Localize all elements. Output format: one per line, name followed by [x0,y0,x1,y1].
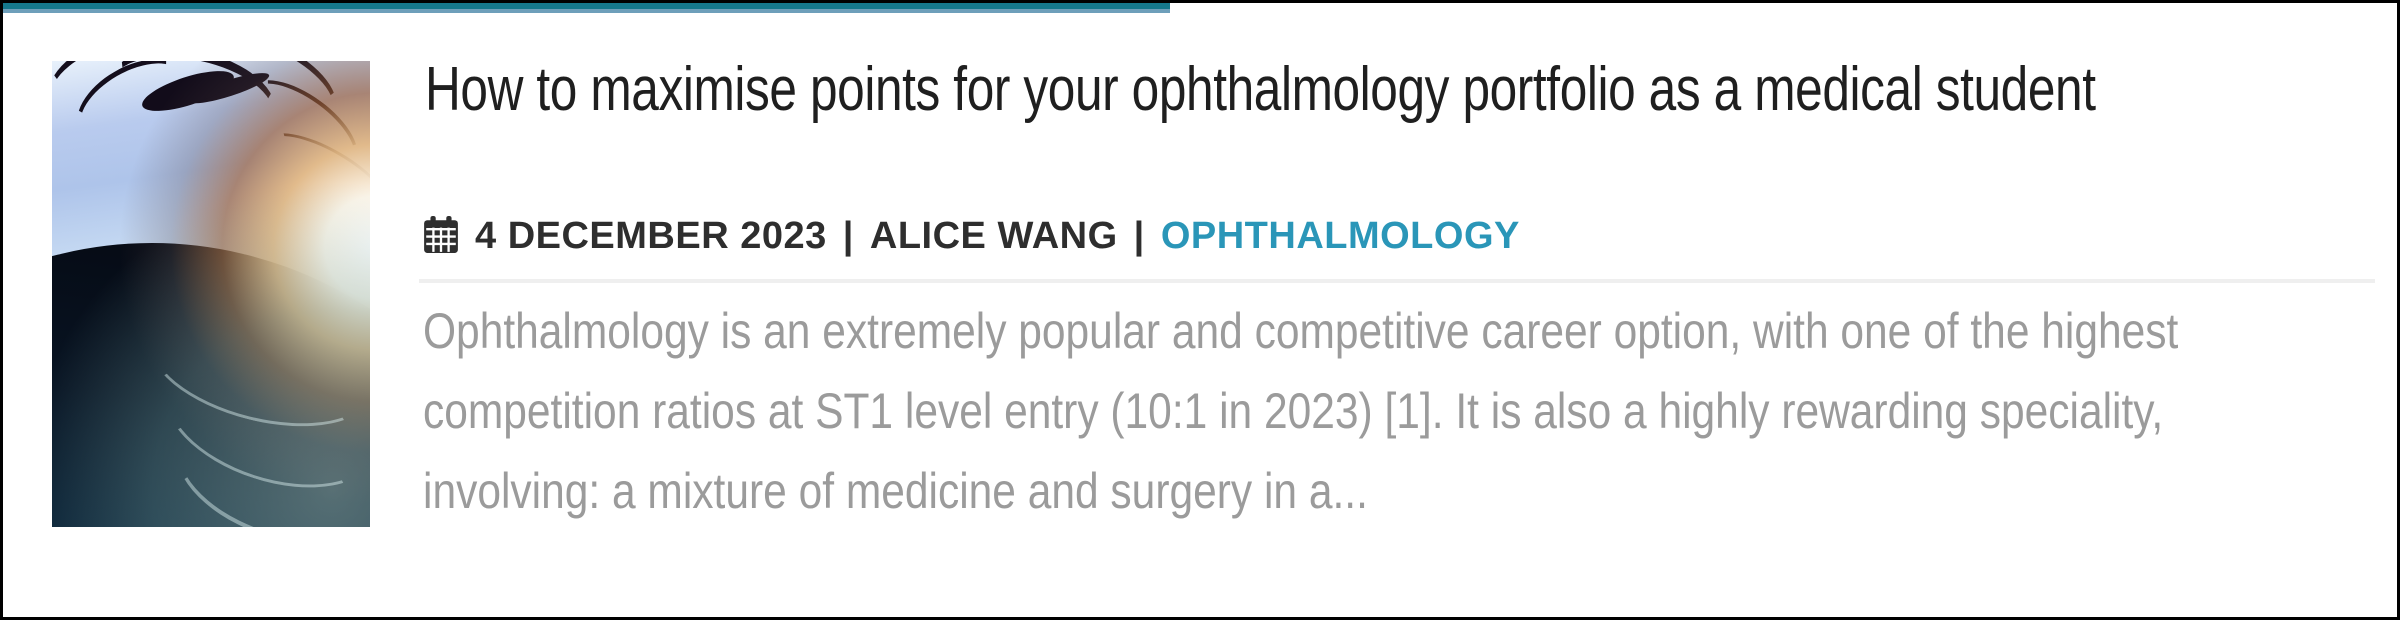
meta-divider [419,279,2375,283]
meta-separator: | [842,214,854,257]
article-thumbnail[interactable] [52,61,370,527]
thumbnail-skin-layer [52,61,370,527]
calendar-icon [423,216,459,254]
article-meta-row: 4 DECEMBER 2023 | ALICE WANG | OPHTHALMO… [423,213,1520,259]
top-accent-bar [3,3,1170,13]
article-category-link[interactable]: OPHTHALMOLOGY [1160,214,1520,257]
article-author: ALICE WANG [869,214,1118,257]
article-date: 4 DECEMBER 2023 [475,214,827,257]
article-excerpt: Ophthalmology is an extremely popular an… [423,303,2179,519]
article-title[interactable]: How to maximise points for your ophthalm… [425,55,2096,124]
meta-separator: | [1133,214,1145,257]
